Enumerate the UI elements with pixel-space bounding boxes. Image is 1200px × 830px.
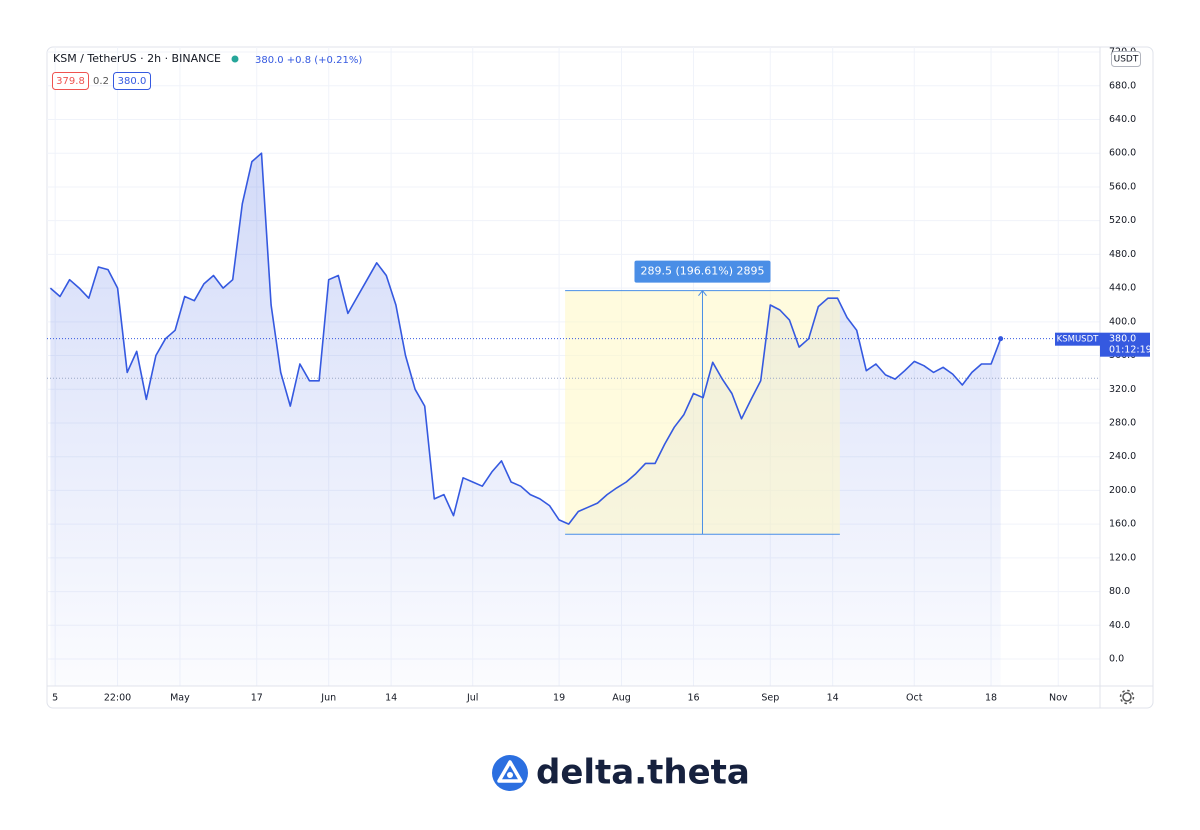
plot: 289.5 (196.61%) 2895: [47, 47, 1100, 686]
x-tick-label: 18: [985, 693, 997, 704]
x-tick-label: 19: [553, 693, 565, 704]
y-tick-label: 280.0: [1109, 417, 1136, 428]
y-tick-label: 80.0: [1109, 586, 1130, 597]
countdown: 01:12:19: [1109, 345, 1152, 356]
x-tick-label: 5: [52, 693, 58, 704]
y-tick-label: 440.0: [1109, 283, 1136, 294]
measure-label: 289.5 (196.61%) 2895: [640, 265, 764, 278]
y-tick-label: 680.0: [1109, 80, 1136, 91]
axes: 0.0 40.0 80.0 120.0 160.0 200.0 240.0 280.0 320.…: [52, 47, 1152, 704]
y-tick-label: 160.0: [1109, 519, 1136, 530]
bid: 379.8: [56, 76, 85, 87]
price-tag-label: 380.0: [1109, 334, 1136, 345]
ask-box: [113, 72, 151, 90]
last-point: [998, 336, 1004, 342]
y-tick-label: 200.0: [1109, 485, 1136, 496]
spread: 0.2: [93, 76, 109, 87]
x-tick-label: May: [170, 693, 190, 704]
y-tick-label: 600.0: [1109, 148, 1136, 159]
chart-subtitle: 380.0 +0.8 (+0.21%): [255, 55, 362, 66]
ask: 380.0: [118, 76, 147, 87]
x-tick-label: 17: [251, 693, 263, 704]
price-tag: [1100, 332, 1150, 357]
area: [50, 153, 1001, 686]
y-tick-label: 320.0: [1109, 384, 1136, 395]
y-tick-label: 560.0: [1109, 181, 1136, 192]
y-tick-label: 40.0: [1109, 620, 1130, 631]
currency-box: [1111, 51, 1141, 67]
bid-box: [52, 72, 89, 90]
measure-arrowhead: [698, 289, 707, 296]
x-tick-label: Oct: [906, 693, 923, 704]
x-tick-label: 14: [827, 693, 839, 704]
brand: delta.theta: [536, 753, 750, 793]
y-tick-label: 400.0: [1109, 316, 1136, 327]
y-tick-label: 640.0: [1109, 114, 1136, 125]
y-tick-label: 480.0: [1109, 249, 1136, 260]
x-tick-label: 16: [687, 693, 699, 704]
logo: [492, 755, 528, 791]
symbol-label: KSMUSDT: [1057, 335, 1099, 345]
x-tick-label: Jun: [320, 693, 336, 704]
x-tick-label: 14: [385, 693, 397, 704]
status-dot: [231, 55, 239, 63]
x-tick-label: Aug: [612, 693, 631, 704]
settings-icon[interactable]: [1119, 689, 1135, 705]
chart-title: KSM / TetherUS · 2h · BINANCE: [53, 52, 221, 65]
y-tick-label: 0.0: [1109, 654, 1124, 665]
y-tick-label: 520.0: [1109, 215, 1136, 226]
x-tick-label: Nov: [1049, 693, 1068, 704]
currency: USDT: [1114, 55, 1139, 65]
x-tick-label: Jul: [466, 693, 478, 704]
y-tick-label: 240.0: [1109, 451, 1136, 462]
measure-label-box: [634, 260, 771, 283]
x-tick-label: Sep: [761, 693, 779, 704]
symbol-tag: [1055, 332, 1100, 346]
y-tick-label: 120.0: [1109, 552, 1136, 563]
price-line: [49, 152, 1002, 525]
x-tick-label: 22:00: [104, 693, 131, 704]
